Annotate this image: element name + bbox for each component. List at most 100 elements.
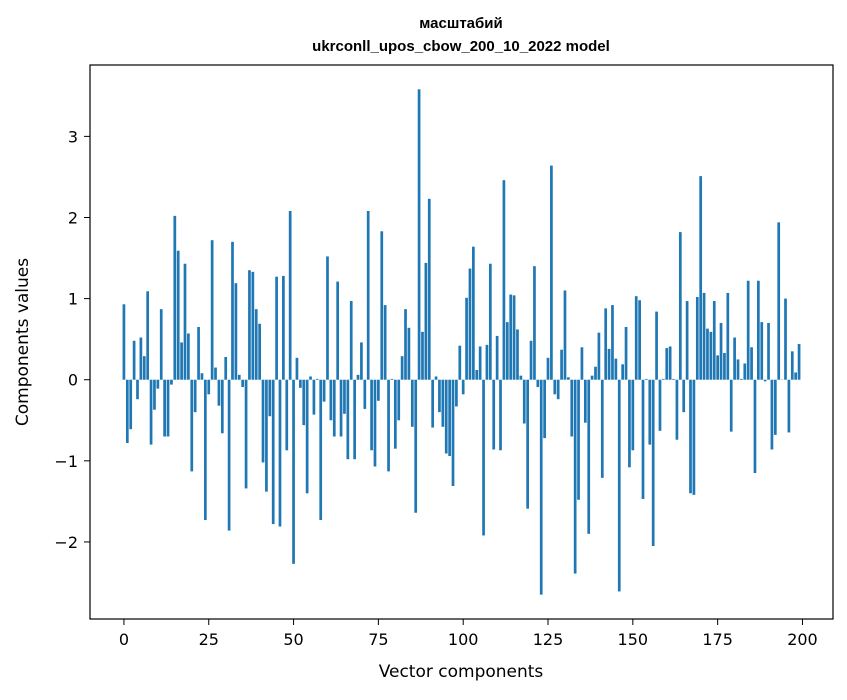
bar-192 [774, 380, 777, 435]
bar-40 [258, 324, 261, 380]
bar-145 [615, 359, 618, 380]
bar-147 [621, 364, 624, 379]
bar-35 [241, 380, 244, 387]
bar-14 [170, 380, 173, 385]
bar-107 [486, 345, 489, 380]
bar-166 [686, 301, 689, 380]
bar-76 [380, 231, 383, 379]
bar-189 [764, 380, 767, 382]
bar-115 [513, 295, 516, 379]
y-tick-label: 2 [68, 208, 78, 227]
bar-154 [645, 379, 648, 380]
bar-91 [431, 380, 434, 428]
bar-172 [706, 329, 709, 380]
bar-118 [523, 380, 526, 424]
bar-182 [740, 379, 743, 380]
x-tick-label: 200 [787, 630, 818, 649]
bar-80 [394, 380, 397, 449]
bar-94 [441, 380, 444, 427]
bar-139 [594, 367, 597, 380]
bar-111 [499, 380, 502, 451]
bar-106 [482, 380, 485, 536]
bar-143 [608, 349, 611, 380]
bar-169 [696, 297, 699, 380]
bar-196 [788, 380, 791, 433]
bar-12 [163, 380, 166, 437]
bar-68 [353, 380, 356, 459]
bar-110 [496, 336, 499, 380]
bar-98 [455, 380, 458, 407]
bar-29 [221, 380, 224, 434]
bar-193 [777, 222, 780, 379]
bar-4 [136, 380, 139, 399]
bar-160 [665, 348, 668, 380]
bar-89 [425, 263, 428, 380]
bar-42 [265, 380, 268, 492]
bar-21 [194, 380, 197, 412]
bar-30 [224, 357, 227, 380]
bar-137 [587, 380, 590, 534]
bar-44 [272, 380, 275, 524]
bar-48 [285, 380, 288, 451]
bar-163 [676, 380, 679, 440]
bar-180 [733, 338, 736, 380]
bar-100 [462, 380, 465, 395]
bar-95 [445, 380, 448, 454]
bar-120 [530, 341, 533, 380]
bar-188 [760, 322, 763, 380]
bar-84 [408, 328, 411, 380]
bar-126 [550, 166, 553, 380]
chart-title-line-1: масштабий [419, 15, 502, 32]
y-tick-label: 1 [68, 290, 78, 309]
bar-162 [672, 379, 675, 380]
bar-65 [343, 380, 346, 414]
bar-6 [143, 356, 146, 380]
bars-layer [123, 89, 801, 594]
bar-41 [262, 380, 265, 463]
bar-158 [659, 380, 662, 431]
bar-51 [296, 358, 299, 380]
bar-108 [489, 264, 492, 380]
bar-50 [292, 380, 295, 564]
bar-199 [798, 344, 801, 380]
bar-43 [268, 380, 271, 417]
bar-101 [465, 298, 468, 380]
bar-16 [177, 251, 180, 380]
bar-140 [598, 333, 601, 380]
bar-155 [648, 380, 651, 445]
bar-77 [384, 305, 387, 380]
bar-136 [584, 380, 587, 423]
bar-59 [323, 380, 326, 402]
bar-26 [211, 240, 214, 380]
bar-175 [716, 355, 719, 379]
bar-10 [157, 380, 160, 389]
bar-24 [204, 380, 207, 520]
bar-116 [516, 329, 519, 379]
bar-159 [662, 379, 665, 380]
bar-85 [411, 380, 414, 427]
x-tick-label: 125 [533, 630, 564, 649]
bar-9 [153, 380, 156, 410]
y-tick-label: 0 [68, 371, 78, 390]
x-tick-label: 175 [702, 630, 733, 649]
bar-37 [248, 270, 251, 380]
bar-152 [638, 300, 641, 379]
bar-39 [255, 309, 258, 380]
bar-62 [333, 380, 336, 437]
bar-149 [628, 380, 631, 468]
bar-64 [340, 380, 343, 437]
bar-97 [452, 380, 455, 486]
bar-178 [726, 293, 729, 380]
bar-54 [306, 380, 309, 494]
bar-142 [604, 308, 607, 379]
bar-124 [543, 380, 546, 438]
bar-13 [167, 380, 170, 437]
bar-171 [703, 293, 706, 380]
bar-63 [336, 282, 339, 380]
bar-36 [245, 380, 248, 489]
bar-49 [289, 211, 292, 380]
bar-1 [126, 380, 129, 443]
x-tick-label: 25 [199, 630, 219, 649]
